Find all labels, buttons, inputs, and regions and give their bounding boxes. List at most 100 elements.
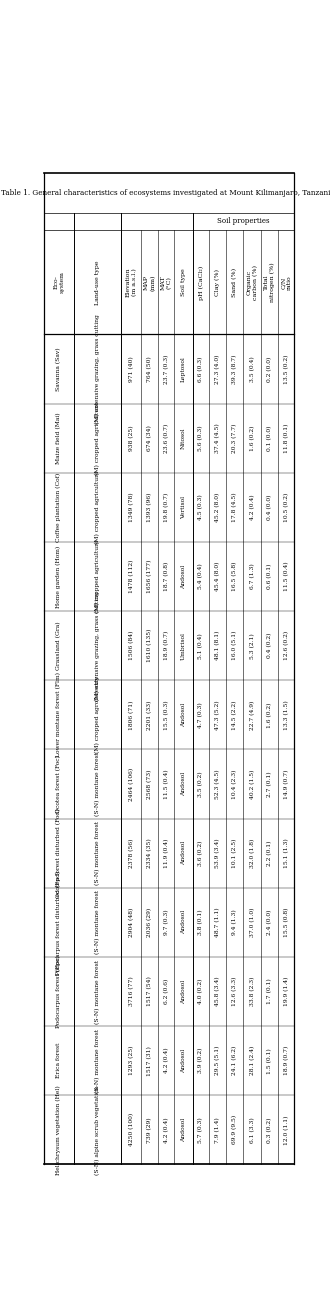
Text: 5.7 (0.3): 5.7 (0.3) bbox=[198, 1117, 204, 1143]
Text: 14.5 (2.2): 14.5 (2.2) bbox=[232, 700, 237, 729]
Text: 6.7 (1.3): 6.7 (1.3) bbox=[249, 564, 255, 590]
Text: 2334 (35): 2334 (35) bbox=[147, 838, 152, 869]
Text: 40.2 (1.5): 40.2 (1.5) bbox=[249, 769, 255, 799]
Text: Ocotea forest disturbed (Fod): Ocotea forest disturbed (Fod) bbox=[56, 808, 61, 897]
Text: 1293 (25): 1293 (25) bbox=[129, 1046, 134, 1075]
Text: Grassland (Gra): Grassland (Gra) bbox=[56, 622, 61, 670]
Text: 11.5 (0.4): 11.5 (0.4) bbox=[284, 561, 289, 591]
Text: 2.4 (0.0): 2.4 (0.0) bbox=[267, 909, 272, 936]
Text: Ocotea forest (Foc): Ocotea forest (Foc) bbox=[56, 756, 61, 813]
Text: (S-N) montane forest: (S-N) montane forest bbox=[95, 1029, 100, 1093]
Text: 20.3 (7.7): 20.3 (7.7) bbox=[232, 423, 237, 453]
Text: 22.7 (4.9): 22.7 (4.9) bbox=[249, 700, 255, 729]
Text: 45.2 (8.0): 45.2 (8.0) bbox=[215, 493, 220, 522]
Text: 45.4 (8.0): 45.4 (8.0) bbox=[215, 562, 220, 591]
Text: Soil type: Soil type bbox=[181, 268, 186, 296]
Text: (S-N) montane forest: (S-N) montane forest bbox=[95, 821, 100, 886]
Text: Table 1. General characteristics of ecosystems investigated at Mount Kilimanjaro: Table 1. General characteristics of ecos… bbox=[1, 189, 330, 197]
Text: 1656 (177): 1656 (177) bbox=[147, 560, 152, 594]
Text: 1.6 (0.2): 1.6 (0.2) bbox=[249, 426, 255, 451]
Text: 2904 (48): 2904 (48) bbox=[129, 908, 134, 937]
Text: 47.3 (5.2): 47.3 (5.2) bbox=[215, 700, 220, 729]
Text: 0.2 (0.0): 0.2 (0.0) bbox=[267, 356, 272, 382]
Text: 6.6 (0.3): 6.6 (0.3) bbox=[198, 356, 204, 382]
Text: 53.9 (3.4): 53.9 (3.4) bbox=[215, 838, 220, 869]
Text: 19.8 (0.7): 19.8 (0.7) bbox=[164, 493, 169, 522]
Text: C/N
ratio: C/N ratio bbox=[281, 275, 292, 290]
Text: Andosol: Andosol bbox=[181, 703, 186, 727]
Text: 2568 (73): 2568 (73) bbox=[147, 769, 152, 799]
Text: 13.5 (0.2): 13.5 (0.2) bbox=[284, 355, 289, 384]
Text: 9.4 (1.3): 9.4 (1.3) bbox=[232, 909, 237, 936]
Text: (M) cropped agriculture: (M) cropped agriculture bbox=[95, 402, 100, 474]
Text: 11.9 (0.4): 11.9 (0.4) bbox=[164, 838, 169, 869]
Text: 5.3 (2.1): 5.3 (2.1) bbox=[249, 633, 255, 658]
Text: 37.0 (1.0): 37.0 (1.0) bbox=[249, 908, 255, 937]
Text: Erica forest: Erica forest bbox=[56, 1043, 61, 1079]
Text: 18.9 (0.7): 18.9 (0.7) bbox=[164, 631, 169, 661]
Text: Helichrysum vegetation (Hel): Helichrysum vegetation (Hel) bbox=[56, 1085, 61, 1175]
Text: 1610 (135): 1610 (135) bbox=[147, 629, 152, 662]
Text: Sand (%): Sand (%) bbox=[232, 268, 237, 297]
Text: Vertisol: Vertisol bbox=[181, 495, 186, 519]
Text: 3.9 (0.2): 3.9 (0.2) bbox=[198, 1047, 204, 1074]
Text: Leptosol: Leptosol bbox=[181, 356, 186, 382]
Text: 0.3 (0.2): 0.3 (0.2) bbox=[267, 1117, 272, 1143]
Text: 2201 (33): 2201 (33) bbox=[147, 700, 152, 729]
Text: 24.1 (6.2): 24.1 (6.2) bbox=[232, 1046, 237, 1075]
Text: Lower montane forest (Flm): Lower montane forest (Flm) bbox=[56, 673, 61, 757]
Text: 6.1 (3.3): 6.1 (3.3) bbox=[249, 1117, 255, 1143]
Text: 938 (25): 938 (25) bbox=[129, 426, 134, 451]
Text: Coffee plantation (Cof): Coffee plantation (Cof) bbox=[56, 473, 61, 541]
Text: 45.8 (3.4): 45.8 (3.4) bbox=[215, 976, 220, 1007]
Text: Umbrisol: Umbrisol bbox=[181, 632, 186, 660]
Text: 0.1 (0.0): 0.1 (0.0) bbox=[267, 426, 272, 451]
Text: 39.3 (8.7): 39.3 (8.7) bbox=[232, 355, 237, 384]
Text: Podocarpus forest disturbed (Fpd): Podocarpus forest disturbed (Fpd) bbox=[56, 870, 61, 975]
Text: (S-N) montane forest: (S-N) montane forest bbox=[95, 891, 100, 954]
Text: 11.8 (0.1): 11.8 (0.1) bbox=[284, 423, 289, 453]
Text: (S-N) montane forest: (S-N) montane forest bbox=[95, 959, 100, 1024]
Text: Home garden (Hom): Home garden (Hom) bbox=[56, 545, 61, 607]
Text: 0.6 (0.1): 0.6 (0.1) bbox=[267, 564, 272, 589]
Text: 12.6 (3.3): 12.6 (3.3) bbox=[232, 976, 237, 1007]
Text: (S-N) montane forest: (S-N) montane forest bbox=[95, 752, 100, 816]
Text: 1349 (78): 1349 (78) bbox=[129, 493, 134, 522]
Text: 1478 (112): 1478 (112) bbox=[129, 560, 134, 594]
Text: 19.9 (1.4): 19.9 (1.4) bbox=[284, 976, 289, 1007]
Text: 15.5 (0.3): 15.5 (0.3) bbox=[164, 700, 169, 729]
Text: 48.1 (8.1): 48.1 (8.1) bbox=[215, 631, 220, 661]
Text: 4.2 (0.4): 4.2 (0.4) bbox=[164, 1047, 169, 1074]
Text: 12.0 (1.1): 12.0 (1.1) bbox=[284, 1116, 289, 1144]
Text: Clay (%): Clay (%) bbox=[215, 269, 220, 296]
Text: 11.5 (0.4): 11.5 (0.4) bbox=[164, 769, 169, 799]
Text: 7.9 (1.4): 7.9 (1.4) bbox=[215, 1117, 220, 1143]
Text: (M) extensive grazing, grass cutting: (M) extensive grazing, grass cutting bbox=[95, 591, 100, 700]
Text: MAP
(mm): MAP (mm) bbox=[144, 275, 155, 290]
Text: (M) cropped agriculture: (M) cropped agriculture bbox=[95, 470, 100, 544]
Text: 6.2 (0.6): 6.2 (0.6) bbox=[164, 979, 169, 1004]
Text: Savanna (Sav): Savanna (Sav) bbox=[56, 347, 61, 390]
Text: 2.7 (0.1): 2.7 (0.1) bbox=[267, 771, 272, 796]
Text: 4.0 (0.2): 4.0 (0.2) bbox=[198, 979, 204, 1004]
Text: Andosol: Andosol bbox=[181, 565, 186, 589]
Text: Podocarpus forest (Fpo): Podocarpus forest (Fpo) bbox=[56, 955, 61, 1028]
Text: 4.2 (0.4): 4.2 (0.4) bbox=[249, 494, 255, 520]
Text: 10.5 (0.2): 10.5 (0.2) bbox=[284, 493, 289, 522]
Text: 16.5 (5.8): 16.5 (5.8) bbox=[232, 562, 237, 591]
Text: 18.7 (0.8): 18.7 (0.8) bbox=[164, 562, 169, 591]
Text: 1806 (71): 1806 (71) bbox=[129, 700, 134, 729]
Text: 2378 (56): 2378 (56) bbox=[129, 838, 134, 869]
Text: 16.0 (5.1): 16.0 (5.1) bbox=[232, 631, 237, 661]
Text: Andosol: Andosol bbox=[181, 911, 186, 934]
Text: Total
nitrogen (%): Total nitrogen (%) bbox=[264, 263, 275, 302]
Text: 10.1 (2.5): 10.1 (2.5) bbox=[232, 838, 237, 869]
Text: 13.3 (1.5): 13.3 (1.5) bbox=[284, 700, 289, 729]
Text: 29.5 (5.1): 29.5 (5.1) bbox=[215, 1046, 220, 1075]
Text: 52.3 (4.5): 52.3 (4.5) bbox=[215, 769, 220, 799]
Text: 10.4 (2.3): 10.4 (2.3) bbox=[232, 769, 237, 799]
Text: 5.1 (0.4): 5.1 (0.4) bbox=[198, 633, 204, 658]
Text: MAT
(°C): MAT (°C) bbox=[161, 275, 172, 289]
Text: 15.5 (0.8): 15.5 (0.8) bbox=[284, 908, 289, 937]
Text: 37.4 (4.5): 37.4 (4.5) bbox=[215, 423, 220, 453]
